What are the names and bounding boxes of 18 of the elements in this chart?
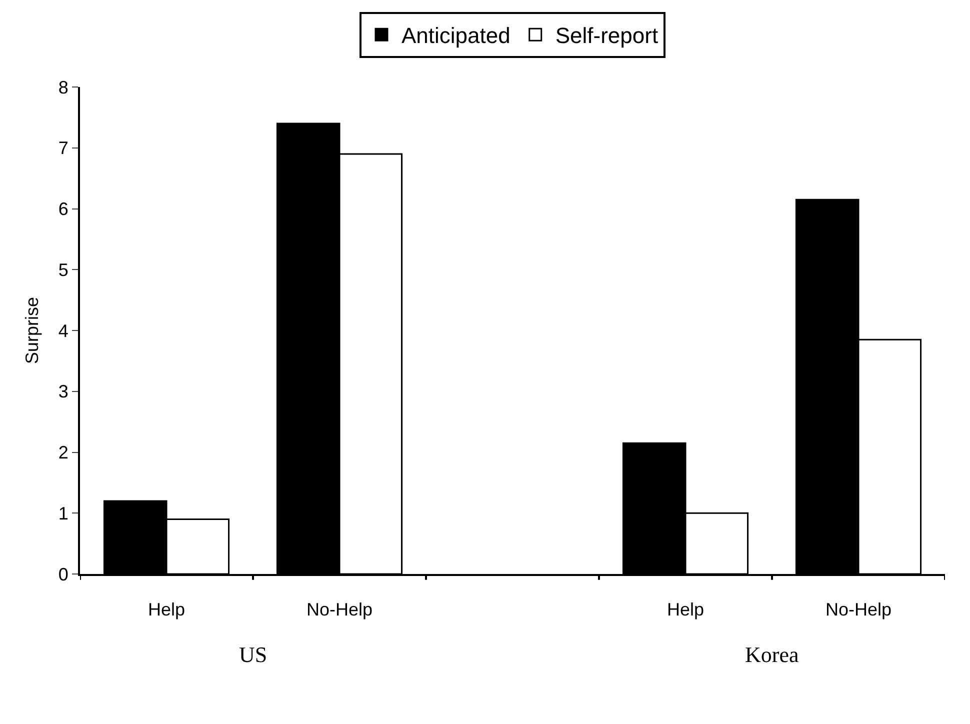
y-tick-label: 6 [58, 199, 68, 220]
x-tick-label: Help [666, 600, 704, 620]
y-axis-title: Surprise [22, 296, 42, 364]
y-tick-label: 2 [58, 442, 68, 463]
y-tick-label: 4 [58, 320, 68, 341]
legend-label: Anticipated [402, 23, 510, 48]
x-tick-label: No-Help [825, 600, 892, 620]
x-tick-label: Help [148, 600, 186, 620]
text: Korea [745, 642, 799, 667]
y-tick-label: 8 [58, 77, 68, 98]
x-tick-label: No-Help [306, 600, 373, 620]
y-tick-label: 7 [58, 138, 68, 158]
y-tick-label: 1 [58, 503, 68, 524]
y-tick-label: 3 [58, 382, 68, 402]
text: US [239, 642, 268, 667]
y-tick-label: 5 [58, 260, 68, 280]
legend-label: Self-report [555, 23, 658, 48]
y-tick-label: 0 [58, 564, 68, 584]
